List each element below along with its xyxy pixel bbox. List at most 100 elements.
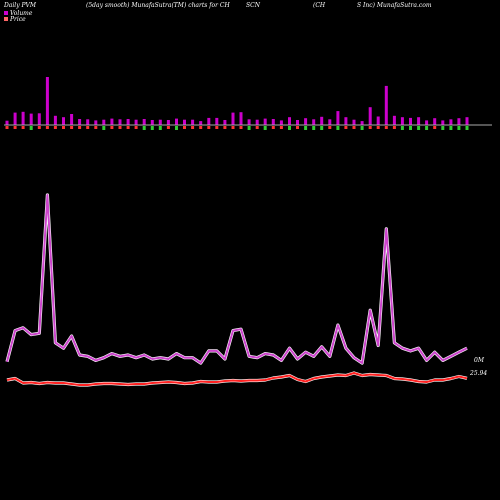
price-change-bar	[86, 126, 90, 129]
volume-bar	[417, 117, 421, 125]
price-change-bar	[231, 126, 235, 129]
volume-bar	[368, 107, 372, 125]
volume-bar	[150, 120, 154, 125]
price-change-bar	[368, 126, 372, 129]
volume-bar	[320, 116, 324, 125]
price-change-bar	[263, 126, 267, 130]
price-change-bar	[336, 126, 340, 130]
price-change-bar	[376, 126, 380, 129]
price-change-bar	[62, 126, 65, 129]
volume-bar	[263, 118, 267, 125]
volume-bar	[304, 118, 308, 125]
price-change-bar	[425, 126, 429, 130]
header-left: Daily PVM	[3, 2, 37, 9]
header-middle: (5day smooth) MunafaSutra(TM) charts for…	[86, 2, 230, 9]
price-change-bar	[102, 126, 106, 130]
price-change-bar	[207, 126, 211, 129]
price-change-bar	[441, 126, 445, 130]
volume-bar	[94, 120, 98, 125]
price-change-bar	[352, 126, 356, 129]
price-change-bar	[70, 126, 74, 129]
volume-bar	[247, 119, 251, 125]
volume-bar	[223, 120, 227, 125]
volume-bar	[312, 119, 316, 125]
header-right-b: S Inc) MunafaSutra.com	[357, 2, 432, 9]
volume-bar	[271, 119, 275, 125]
header-ticker: SCN	[246, 2, 261, 9]
price-change-bar	[142, 126, 146, 130]
price-change-bar	[110, 126, 114, 129]
price-change-bar	[433, 126, 437, 129]
volume-bar	[62, 117, 65, 125]
price-change-bar	[134, 126, 138, 129]
volume-bar	[279, 120, 283, 125]
volume-bar	[457, 118, 461, 125]
volume-bar	[126, 119, 130, 125]
volume-bar	[344, 117, 348, 125]
volume-bar	[45, 77, 49, 125]
price-change-bar	[53, 126, 57, 129]
price-change-bar	[5, 126, 9, 129]
price-change-bar	[191, 126, 195, 129]
price-change-bar	[37, 126, 41, 129]
price-end-label: 25.94	[469, 370, 487, 377]
volume-bar	[376, 116, 380, 125]
price-change-bar	[150, 126, 154, 130]
price-change-bar	[400, 126, 404, 130]
volume-bar	[78, 119, 82, 125]
volume-bar	[328, 119, 332, 125]
volume-bar	[102, 119, 106, 125]
price-change-bar	[465, 126, 469, 130]
volume-bar	[400, 117, 404, 125]
price-change-bar	[13, 126, 17, 129]
price-change-bar	[255, 126, 259, 129]
volume-bar	[13, 112, 17, 125]
legend-price-swatch	[4, 17, 8, 21]
volume-bar	[449, 119, 453, 125]
volume-bar	[110, 118, 114, 125]
volume-bar	[288, 117, 291, 125]
volume-bar	[239, 112, 243, 125]
volume-line	[6, 194, 468, 365]
price-change-bar	[328, 126, 332, 129]
volume-bar	[336, 111, 340, 125]
volume-bar	[465, 117, 469, 125]
price-change-bar	[417, 126, 421, 130]
price-change-bar	[239, 126, 243, 129]
legend-price-label: Price	[9, 16, 26, 23]
price-change-bar	[118, 126, 122, 129]
price-change-bar	[223, 126, 227, 129]
volume-bar	[86, 119, 90, 125]
price-change-bar	[409, 126, 412, 130]
volume-bar	[70, 114, 74, 125]
price-change-bar	[296, 126, 299, 129]
price-change-bar	[45, 126, 49, 129]
price-change-bar	[94, 126, 98, 129]
volume-bar	[166, 120, 170, 125]
volume-bar	[215, 117, 219, 125]
volume-bar	[142, 119, 146, 125]
price-change-bar	[320, 126, 324, 130]
price-change-bar	[288, 126, 291, 130]
header-right-a: (CH	[313, 2, 326, 9]
price-change-bar	[126, 126, 130, 129]
volume-bar	[5, 120, 9, 125]
volume-end-label: 0M	[474, 357, 485, 364]
price-change-bar	[21, 126, 25, 129]
price-change-bar	[449, 126, 453, 130]
volume-bar	[409, 117, 412, 125]
volume-bar	[255, 119, 259, 125]
price-change-bar	[344, 126, 348, 129]
price-change-bar	[279, 126, 283, 129]
price-change-bar	[384, 126, 388, 129]
volume-bar	[425, 120, 429, 125]
price-change-bar	[247, 126, 251, 130]
line-series	[5, 193, 468, 387]
price-line	[6, 372, 468, 386]
legend-volume-label: Volume	[10, 10, 33, 17]
volume-bar	[21, 111, 25, 125]
volume-bar	[231, 112, 235, 125]
price-change-bar	[166, 126, 170, 129]
